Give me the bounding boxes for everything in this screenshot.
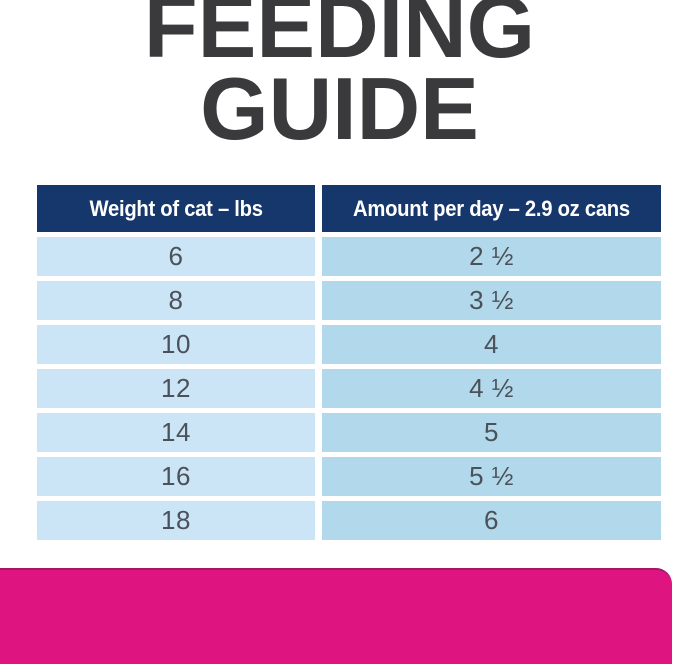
table-header-row: Weight of cat – lbs Amount per day – 2.9…	[37, 185, 661, 232]
page-title-line-2: GUIDE	[200, 59, 479, 158]
cell-amount: 2 ½	[322, 237, 661, 276]
cell-amount: 4 ½	[322, 369, 661, 408]
page-title: FEEDING GUIDE	[0, 0, 679, 158]
brand-color-bar	[0, 568, 672, 664]
table-row: 8 3 ½	[37, 281, 661, 320]
header-cell-amount: Amount per day – 2.9 oz cans	[322, 185, 661, 232]
table-row: 18 6	[37, 501, 661, 540]
cell-amount: 4	[322, 325, 661, 364]
cell-weight: 14	[37, 413, 315, 452]
cell-weight: 12	[37, 369, 315, 408]
page-title-line-1: FEEDING	[143, 0, 536, 76]
table-row: 16 5 ½	[37, 457, 661, 496]
cell-weight: 16	[37, 457, 315, 496]
cell-weight: 10	[37, 325, 315, 364]
cell-amount: 5	[322, 413, 661, 452]
table-row: 14 5	[37, 413, 661, 452]
table-row: 12 4 ½	[37, 369, 661, 408]
header-cell-weight: Weight of cat – lbs	[37, 185, 315, 232]
table-body: 6 2 ½ 8 3 ½ 10 4 12 4 ½ 14 5 16 5 ½ 18 6	[37, 237, 661, 540]
cell-weight: 18	[37, 501, 315, 540]
header-cell-weight-label: Weight of cat – lbs	[89, 195, 263, 221]
table-row: 10 4	[37, 325, 661, 364]
cell-weight: 8	[37, 281, 315, 320]
cell-amount: 3 ½	[322, 281, 661, 320]
feeding-table: Weight of cat – lbs Amount per day – 2.9…	[37, 185, 661, 545]
cell-weight: 6	[37, 237, 315, 276]
cell-amount: 5 ½	[322, 457, 661, 496]
header-cell-amount-label: Amount per day – 2.9 oz cans	[353, 195, 630, 221]
cell-amount: 6	[322, 501, 661, 540]
table-row: 6 2 ½	[37, 237, 661, 276]
